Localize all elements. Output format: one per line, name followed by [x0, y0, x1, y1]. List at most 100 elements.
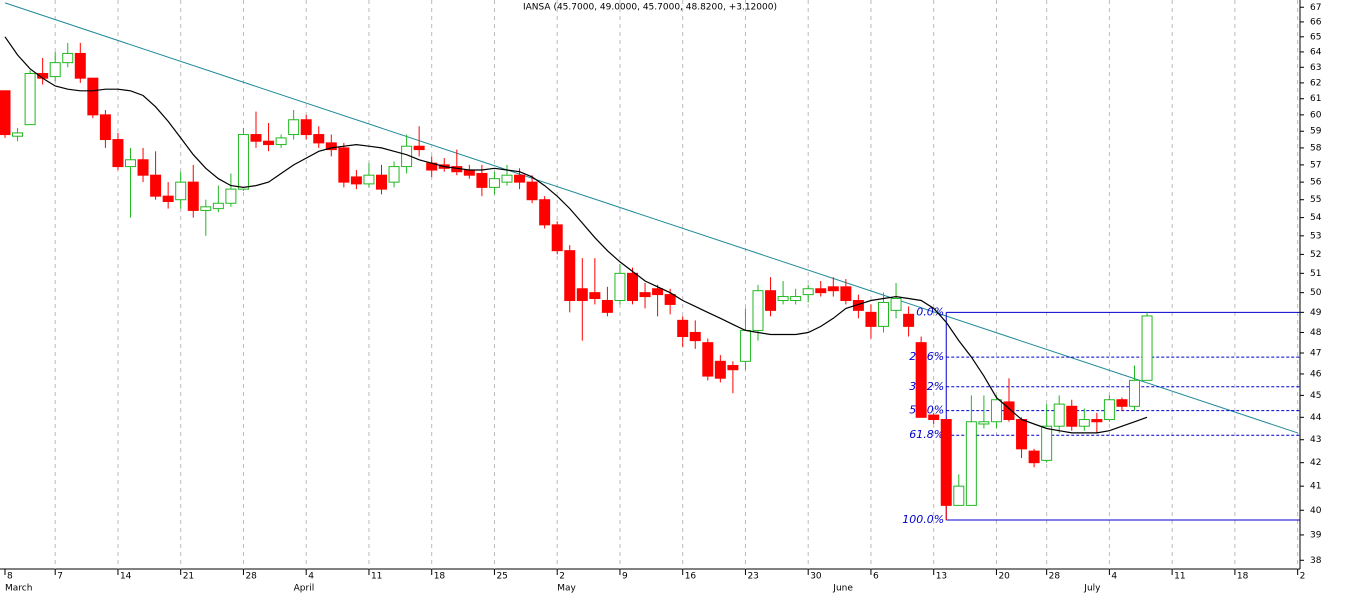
fib-label: 38.2% — [909, 380, 944, 393]
x-tick-label: 21 — [183, 572, 194, 582]
y-tick-label: 58 — [1310, 143, 1322, 153]
candle-body — [226, 189, 236, 203]
candle-body — [979, 422, 989, 424]
y-tick-label: 43 — [1310, 435, 1321, 445]
candle-body — [1104, 400, 1114, 420]
candle-body — [301, 120, 311, 135]
candle-body — [816, 289, 826, 293]
x-tick-label: 14 — [120, 572, 132, 582]
candle-body — [176, 182, 186, 200]
x-tick-label: 6 — [873, 572, 879, 582]
candle-body — [615, 273, 625, 300]
x-tick-label: 28 — [1049, 572, 1061, 582]
x-tick-label: 9 — [622, 572, 628, 582]
candle-body — [414, 146, 424, 149]
y-tick-label: 46 — [1310, 369, 1322, 379]
y-tick-label: 64 — [1310, 47, 1322, 57]
candle-body — [163, 196, 173, 201]
y-tick-label: 42 — [1310, 458, 1321, 468]
y-tick-label: 53 — [1310, 231, 1321, 241]
y-tick-label: 63 — [1310, 63, 1321, 73]
candle-body — [364, 175, 374, 184]
y-tick-label: 65 — [1310, 32, 1321, 42]
candle-body — [1042, 426, 1052, 460]
candle-body — [640, 293, 650, 297]
candle-body — [628, 273, 638, 300]
y-tick-label: 61 — [1310, 94, 1321, 104]
candle-body — [954, 486, 964, 505]
y-tick-label: 66 — [1310, 17, 1322, 27]
candle-body — [1130, 380, 1140, 406]
candle-body — [803, 289, 813, 295]
candle-body — [577, 289, 587, 301]
month-label: July — [1083, 584, 1101, 594]
x-tick-label: 28 — [245, 572, 257, 582]
chart-title: IANSA (45.7000, 49.0000, 45.7000, 48.820… — [523, 3, 777, 13]
month-label: April — [294, 584, 315, 594]
y-tick-label: 59 — [1310, 127, 1322, 137]
candle-body — [753, 291, 763, 331]
candle-body — [891, 299, 901, 311]
candle-body — [489, 179, 499, 188]
candle-body — [1067, 406, 1077, 426]
candle-body — [828, 287, 838, 291]
month-label: May — [557, 584, 576, 594]
candle-body — [339, 148, 349, 182]
candle-body — [1029, 451, 1039, 463]
candle-body — [1142, 316, 1152, 380]
y-tick-label: 60 — [1310, 110, 1322, 120]
candle-body — [264, 141, 274, 144]
candle-body — [238, 135, 248, 190]
y-tick-label: 40 — [1310, 506, 1322, 516]
candle-body — [703, 343, 713, 376]
x-tick-label: 2 — [559, 572, 565, 582]
y-tick-label: 49 — [1310, 308, 1322, 318]
y-tick-label: 41 — [1310, 482, 1321, 492]
candle-body — [100, 115, 110, 140]
trendline — [5, 3, 1298, 433]
candle-body — [138, 160, 148, 175]
candle-body — [966, 422, 976, 506]
x-tick-label: 30 — [810, 572, 822, 582]
y-tick-label: 50 — [1310, 288, 1322, 298]
candle-body — [75, 53, 85, 78]
candle-body — [527, 182, 537, 200]
x-tick-label: 18 — [1237, 572, 1249, 582]
y-tick-label: 54 — [1310, 213, 1322, 223]
candle-body — [1079, 420, 1089, 427]
candle-body — [515, 175, 525, 182]
y-tick-label: 39 — [1310, 530, 1322, 540]
candle-body — [766, 291, 776, 311]
candle-body — [289, 120, 299, 135]
candle-body — [653, 289, 663, 295]
candle-body — [351, 177, 361, 184]
x-tick-label: 20 — [998, 572, 1010, 582]
candle-body — [879, 302, 889, 326]
candle-body — [678, 320, 688, 336]
y-tick-label: 45 — [1310, 391, 1321, 401]
candle-body — [565, 251, 575, 301]
candle-body — [326, 143, 336, 150]
x-tick-label: 4 — [1111, 572, 1117, 582]
candle-body — [25, 73, 35, 124]
candle-body — [1054, 404, 1064, 426]
plot: 0.0%23.6%38.2%50.0%61.8%100.0% — [0, 3, 1300, 526]
y-tick-label: 62 — [1310, 78, 1321, 88]
candle-body — [791, 297, 801, 301]
candle-body — [665, 295, 675, 305]
fib-label: 100.0% — [902, 513, 944, 526]
candle-body — [314, 135, 324, 143]
candle-body — [841, 287, 851, 301]
candle-body — [1017, 420, 1027, 449]
x-tick-label: 11 — [1174, 572, 1185, 582]
candle-body — [126, 160, 136, 167]
candle-body — [866, 312, 876, 326]
candle-body — [502, 175, 512, 182]
candle-body — [201, 207, 211, 211]
fib-label: 0.0% — [916, 305, 944, 318]
candle-body — [188, 182, 198, 210]
candle-body — [251, 135, 261, 142]
candle-body — [1004, 402, 1014, 420]
candle-body — [728, 366, 738, 370]
